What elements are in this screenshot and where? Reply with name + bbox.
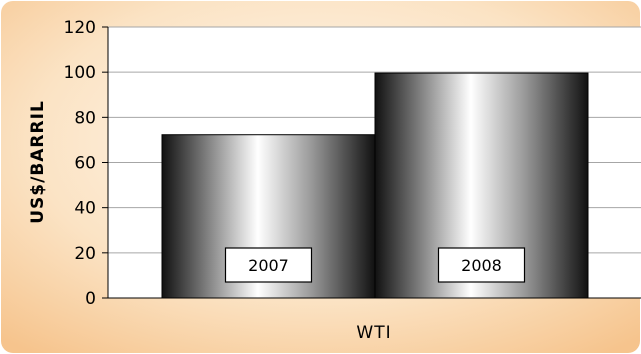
series-labels: 2007 2008 <box>224 247 526 283</box>
series-label-2007: 2007 <box>248 256 289 275</box>
y-tick-label-100: 100 <box>64 63 96 83</box>
y-tick-label-80: 80 <box>74 108 96 128</box>
series-label-box-2007 <box>224 247 313 283</box>
axes <box>102 26 641 299</box>
y-tick-label-40: 40 <box>74 199 96 219</box>
y-tick-label-60: 60 <box>74 154 96 174</box>
y-axis-title: US$/BARRIL <box>28 100 48 224</box>
y-tick-label-20: 20 <box>74 244 96 264</box>
y-tick-labels: 0 20 40 60 80 100 120 <box>64 18 96 309</box>
series-label-box-2008 <box>437 247 526 283</box>
series-label-2008: 2008 <box>461 256 502 275</box>
y-tick-label-0: 0 <box>85 289 96 309</box>
y-tick-label-120: 120 <box>64 18 96 38</box>
x-axis-title: WTI <box>356 323 391 343</box>
